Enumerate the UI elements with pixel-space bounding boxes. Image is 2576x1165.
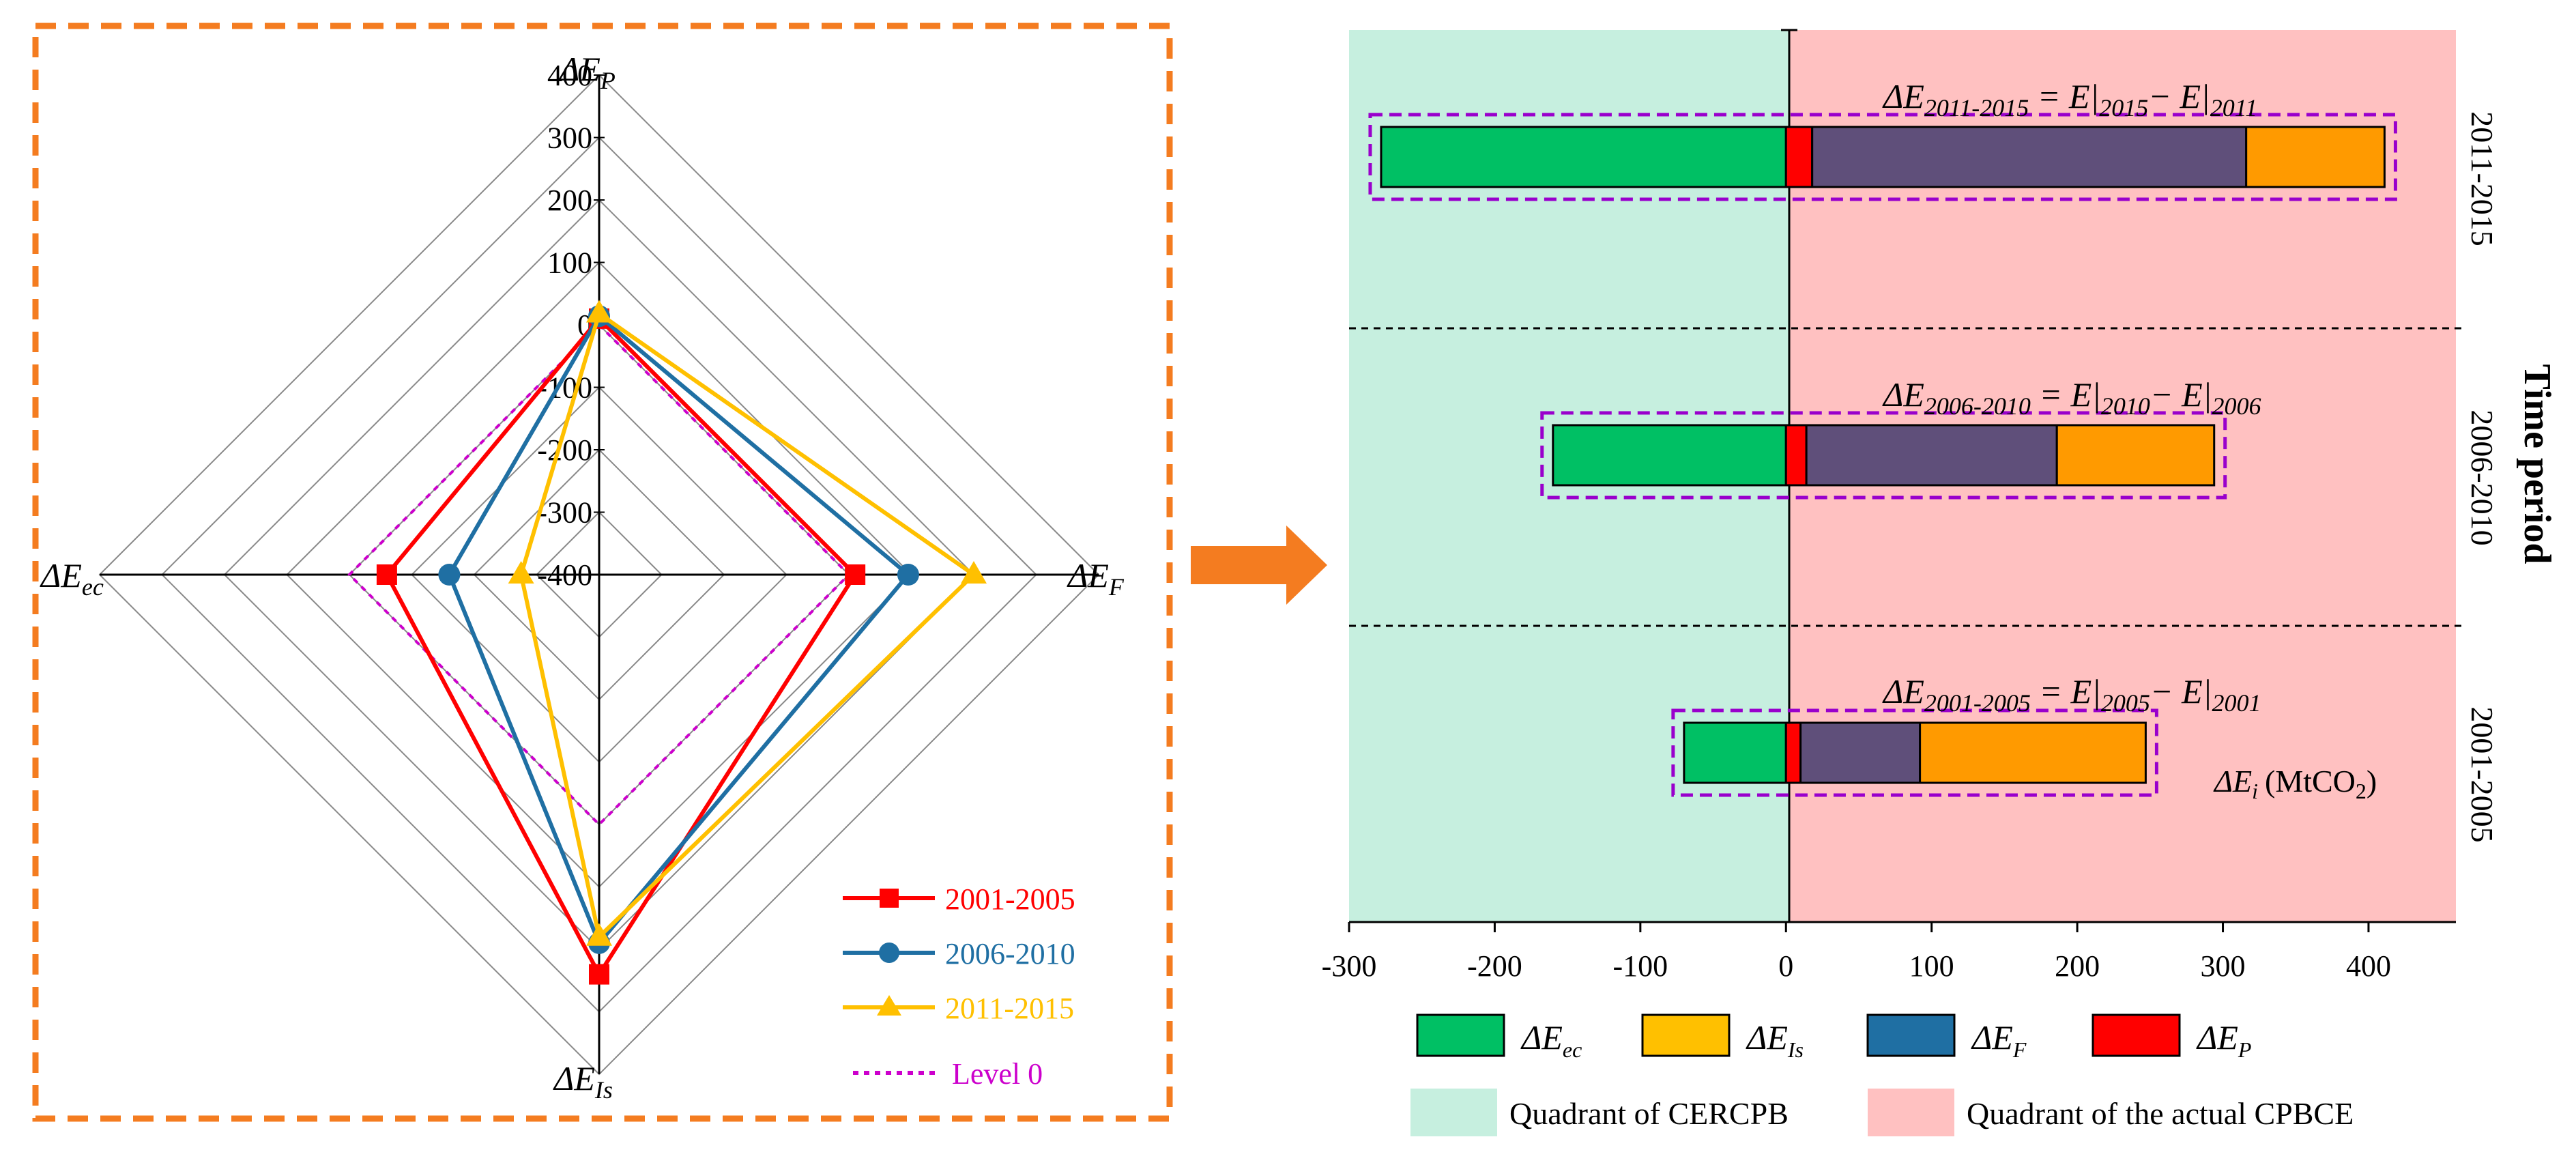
radar-legend-item: Level 0: [853, 1057, 1043, 1091]
radar-tick-label: -200: [537, 433, 592, 467]
radar-legend-item: 2011-2015: [843, 992, 1074, 1025]
radar-legend-label: 2006-2010: [945, 937, 1075, 970]
radar-point: [586, 300, 612, 323]
bar-segment: [1552, 424, 1787, 487]
radar-legend-item: 2001-2005: [843, 882, 1075, 916]
quadrant-legend: Quadrant of CERCPB Quadrant of the actua…: [1410, 1089, 2354, 1136]
formula-2006-2010: ΔE2006-2010 = E|2010− E|2006: [1882, 375, 2261, 420]
x-tick-label: -200: [1467, 949, 1522, 983]
radar-tick-label: -400: [537, 558, 592, 592]
radar-axis-right-main: ΔE: [1067, 556, 1109, 594]
period-label-2011-2015: 2011-2015: [2465, 111, 2500, 246]
bar-segment: [1811, 126, 2248, 188]
svg-text:ΔEIs: ΔEIs: [1746, 1018, 1804, 1062]
radar-tick-label: 200: [547, 184, 592, 217]
radar-point: [897, 564, 919, 586]
radar-axis-right-sub: F: [1108, 573, 1125, 601]
svg-text:ΔEP: ΔEP: [2196, 1018, 2251, 1062]
radar-point: [845, 564, 866, 585]
formula-2011-2015: ΔE2011-2015 = E|2015− E|2011: [1882, 77, 2257, 121]
bar-chart: -300 -200 -100 0 100 200 300 400 ΔE2011-2015 = …: [1322, 29, 2558, 1136]
period-label-2006-2010: 2006-2010: [2465, 409, 2500, 545]
y-axis-title: Time period: [2516, 364, 2558, 564]
square-marker-icon: [880, 889, 899, 908]
radar-axis-top-sub: P: [600, 67, 616, 94]
x-tick-label: 100: [1909, 949, 1954, 983]
radar-point: [508, 561, 534, 584]
bar-segments: [1380, 126, 2386, 784]
x-tick-label: -100: [1613, 949, 1668, 983]
radar-series-line: [384, 315, 858, 979]
radar-point: [961, 561, 987, 584]
component-legend-item: ΔEF: [1866, 1013, 2027, 1062]
radar-axis-label-right: ΔEF: [1067, 556, 1125, 601]
quadrant-legend-item: Quadrant of CERCPB: [1410, 1089, 1789, 1136]
period-label-2001-2005: 2001-2005: [2465, 706, 2500, 842]
svg-text:ΔEec: ΔEec: [1520, 1018, 1582, 1062]
radar-frame: [32, 23, 1173, 1122]
radar-axis-left-sub: ec: [82, 573, 104, 601]
bar-segment: [2245, 126, 2386, 188]
radar-tick-label: -300: [537, 496, 592, 530]
radar-axis-left-main: ΔE: [40, 556, 82, 594]
radar-series-line: [519, 310, 977, 941]
circle-marker-icon: [879, 943, 899, 963]
bar-segment: [1683, 721, 1787, 784]
quadrant-legend-item: Quadrant of the actual CPBCE: [1868, 1089, 2354, 1136]
radar-axis-bottom-main: ΔE: [553, 1059, 595, 1097]
x-tick-label: 400: [2346, 949, 2391, 983]
radar-axis-label-top: ΔEP: [558, 50, 616, 94]
x-tick-label: 0: [1778, 949, 1793, 983]
radar-legend: 2001-2005 2006-2010 2011-2015 Level 0: [843, 882, 1075, 1091]
radar-tick-label: 300: [547, 121, 592, 155]
radar-legend-label: Level 0: [952, 1057, 1043, 1091]
x-tick-label: 200: [2055, 949, 2100, 983]
x-tick-label: -300: [1322, 949, 1377, 983]
x-unit-label: ΔEi (MtCO2): [2213, 764, 2377, 803]
svg-text:Quadrant of CERCPB: Quadrant of CERCPB: [1509, 1096, 1789, 1131]
bar-segment: [1380, 126, 1787, 188]
radar-tick-label: 100: [547, 246, 592, 280]
bar-segment: [1784, 126, 1814, 188]
bar-highlight-boxes: [1368, 113, 2397, 797]
component-legend-item: ΔEP: [2092, 1013, 2251, 1062]
svg-text:Quadrant of the actual CPBCE: Quadrant of the actual CPBCE: [1967, 1096, 2354, 1131]
component-legend-item: ΔEec: [1416, 1013, 1582, 1062]
radar-point: [376, 564, 397, 585]
component-legend: ΔEec ΔEIs ΔEF ΔEP: [1416, 1013, 2251, 1062]
bar-segment: [1919, 721, 2147, 784]
x-axis-ticks: -300 -200 -100 0 100 200 300 400: [1322, 922, 2391, 983]
bar-segment: [1805, 424, 2058, 487]
radar-point: [586, 923, 612, 946]
transition-arrow-icon: [1191, 526, 1327, 605]
radar-axis-label-left: ΔEec: [40, 556, 104, 601]
bar-highlight-box: [1540, 411, 2227, 500]
radar-legend-label: 2001-2005: [945, 882, 1075, 916]
x-tick-label: 300: [2201, 949, 2246, 983]
bar-segment: [1799, 721, 1922, 784]
radar-point: [438, 564, 461, 586]
radar-tick-label: 400: [547, 59, 592, 92]
bar-segment: [2055, 424, 2216, 487]
radar-legend-item: 2006-2010: [843, 937, 1075, 970]
formula-2001-2005: ΔE2001-2005 = E|2005− E|2001: [1882, 672, 2261, 717]
radar-point: [589, 964, 609, 985]
component-legend-item: ΔEIs: [1641, 1013, 1804, 1062]
radar-axis-label-bottom: ΔEIs: [553, 1059, 613, 1104]
bar-highlight-box: [1671, 708, 2158, 797]
radar-legend-label: 2011-2015: [945, 992, 1074, 1025]
bar-segment: [1784, 424, 1808, 487]
radar-series-line: [447, 313, 912, 947]
triangle-marker-icon: [877, 995, 901, 1016]
svg-text:ΔEF: ΔEF: [1971, 1018, 2027, 1062]
radar-axis-top-main: ΔE: [558, 50, 600, 88]
radar-axis-bottom-sub: Is: [594, 1076, 613, 1104]
bar-segment: [1784, 721, 1802, 784]
radar-series: [347, 300, 987, 985]
